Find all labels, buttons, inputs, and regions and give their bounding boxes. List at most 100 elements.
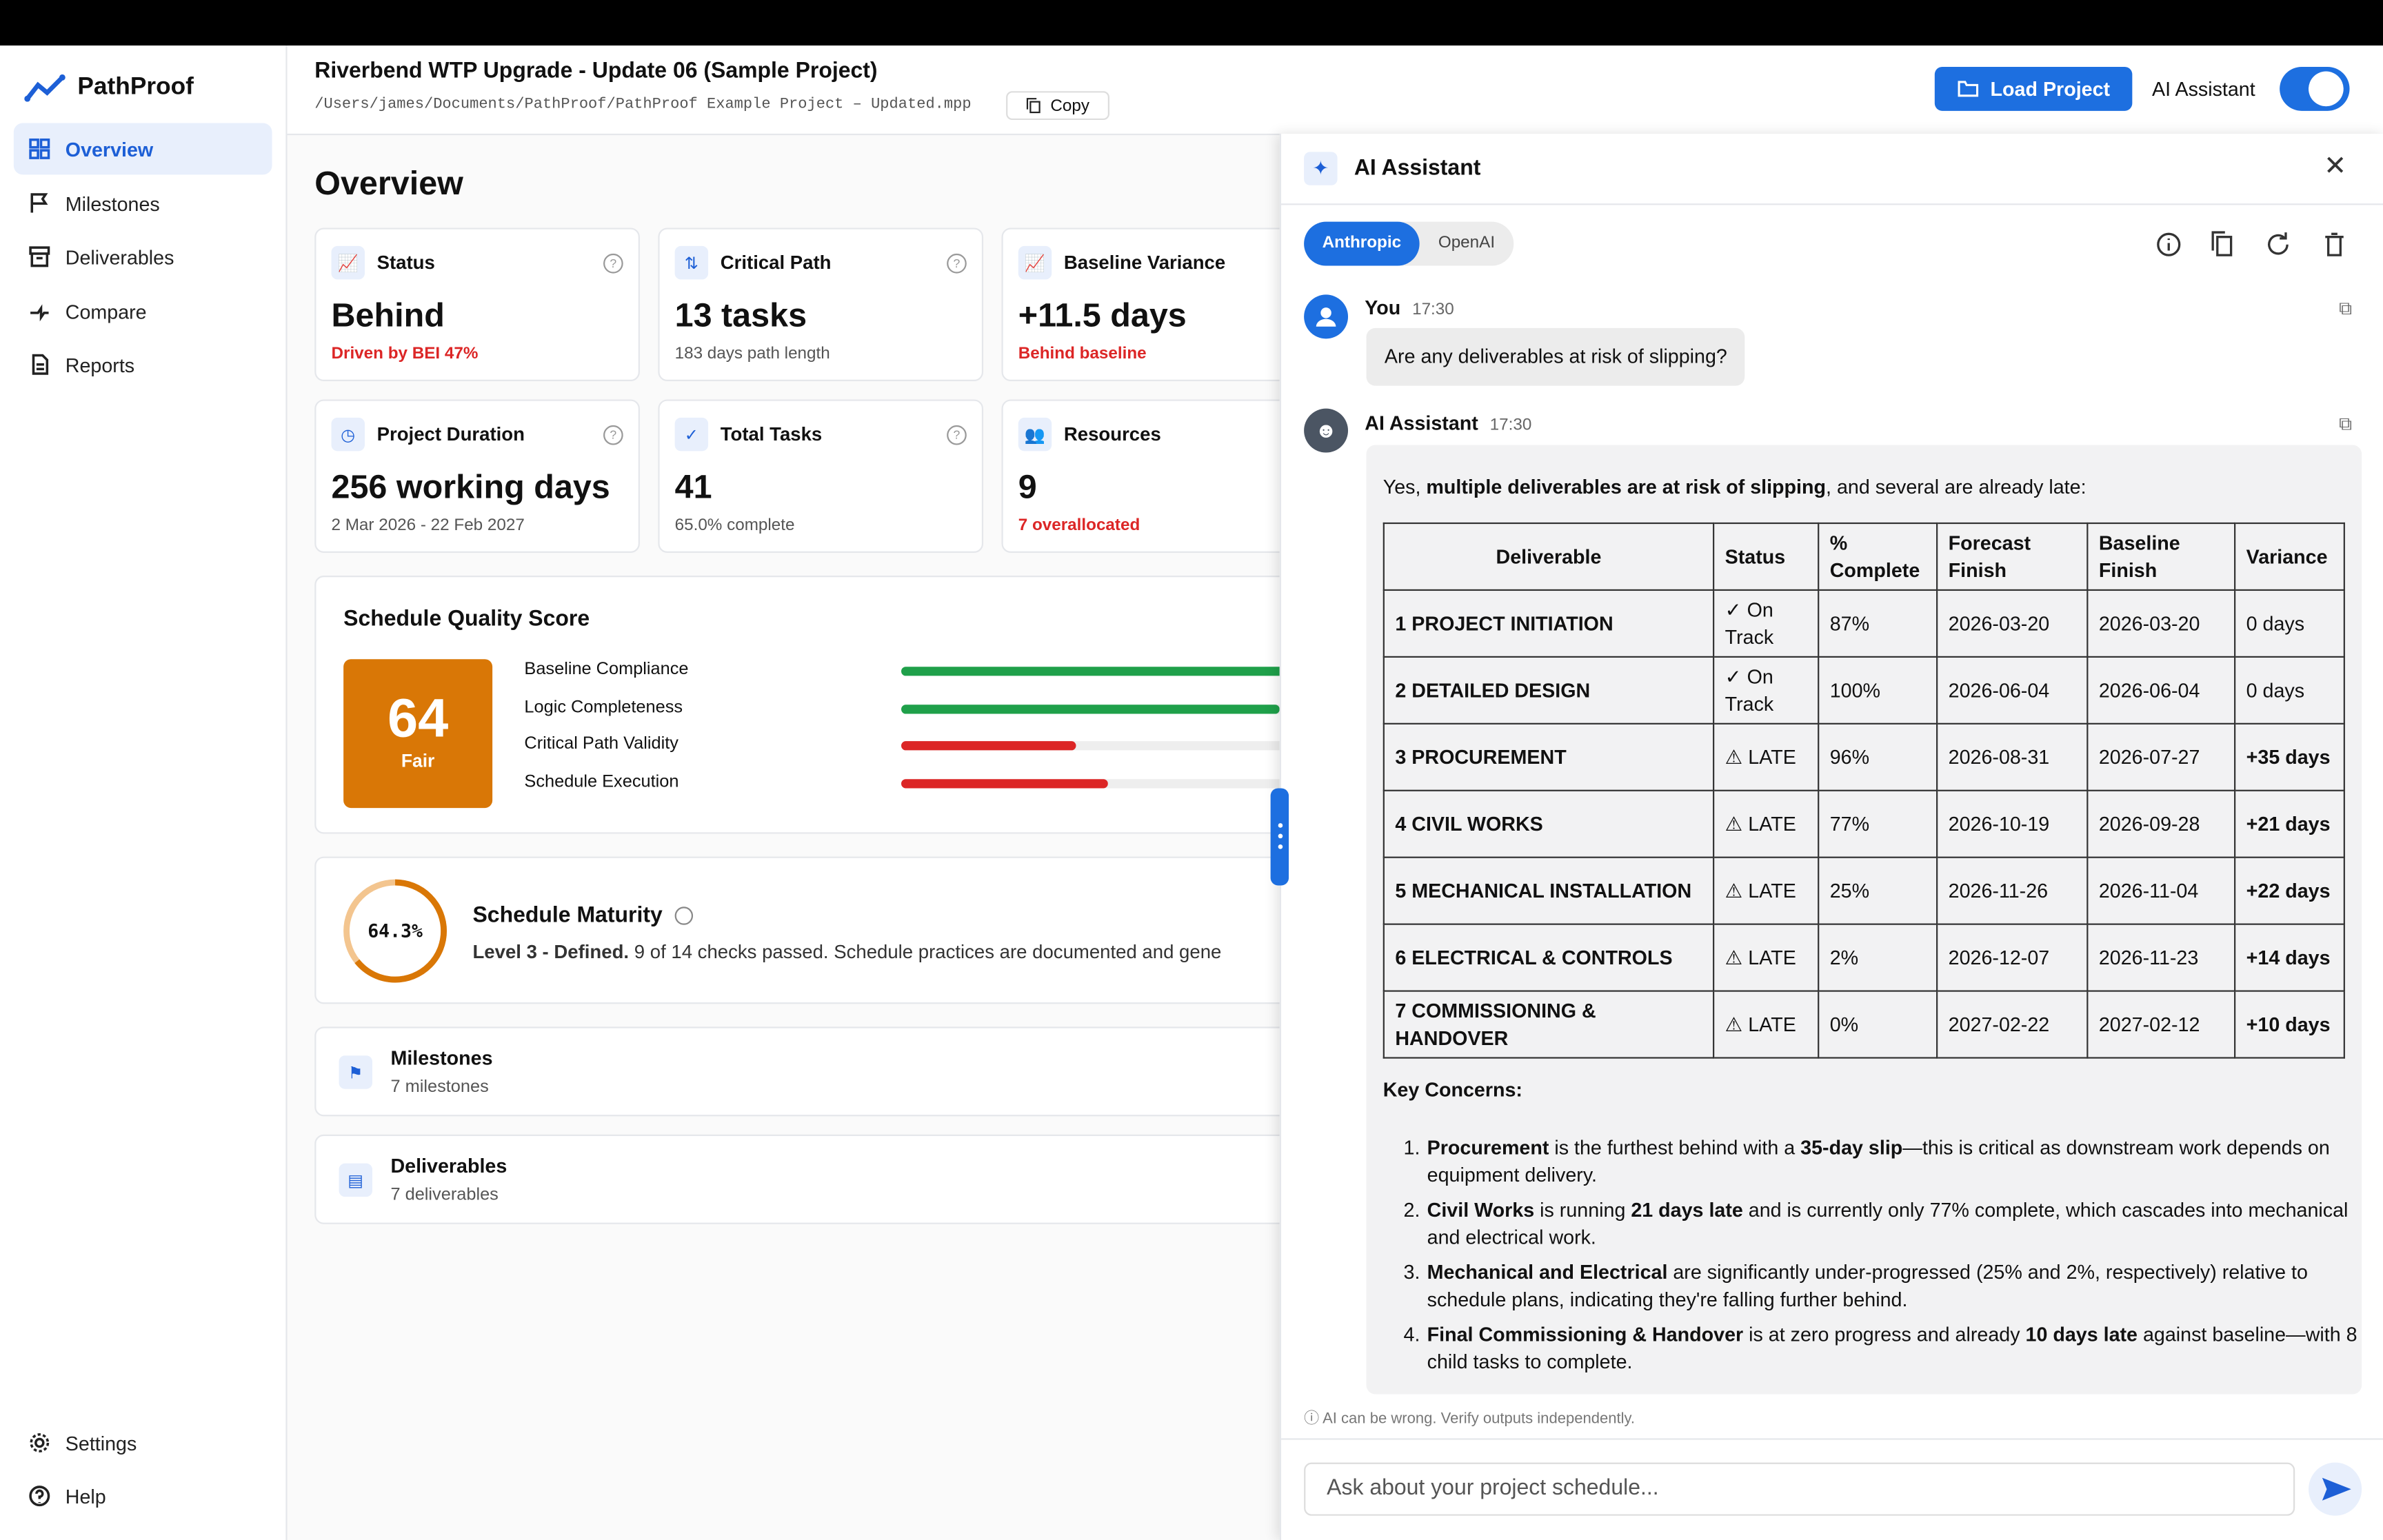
- text-segment: against baseline—with 8 child tasks to c…: [1427, 1322, 2357, 1373]
- nav-item[interactable]: Deliverables: [14, 231, 272, 283]
- section-sub: 7 deliverables: [390, 1186, 499, 1205]
- text-segment: is the furthest behind with a: [1549, 1135, 1801, 1159]
- bold-segment: 10 days late: [2025, 1322, 2138, 1346]
- deliverables-table: Deliverable Status% Complete Forecast Fini…: [1382, 522, 2345, 1059]
- section-title: Milestones: [390, 1046, 493, 1070]
- provider-tab[interactable]: OpenAI: [1438, 234, 1496, 252]
- score-value: 64: [387, 686, 449, 749]
- table-cell: +35 days: [2234, 722, 2345, 791]
- copy-all-button[interactable]: [2211, 231, 2233, 256]
- card-sub: 2 Mar 2026 - 22 Feb 2027: [331, 516, 525, 535]
- nav-item[interactable]: Settings: [14, 1417, 272, 1469]
- quality-card: Schedule Quality Score 64 Fair Baseline …: [314, 576, 1280, 834]
- copy-message[interactable]: ⧉: [2339, 297, 2353, 319]
- assistant-toggle[interactable]: [2280, 66, 2350, 111]
- concern-item: Mechanical and Electrical are significan…: [1425, 1259, 2362, 1313]
- nav-item[interactable]: Help: [14, 1470, 272, 1522]
- nav-label: Overview: [65, 137, 154, 161]
- nav-item[interactable]: Milestones: [14, 178, 272, 230]
- table-row: 1 PROJECT INITIATION ✓ On Track 87% 2026-03…: [1382, 589, 2345, 658]
- quality-title: Schedule Quality Score: [343, 607, 590, 632]
- provider-tab[interactable]: Anthropic: [1304, 221, 1420, 266]
- user-message: Are any deliverables at risk of slipping…: [1366, 327, 1746, 386]
- table-cell: ⚠ LATE: [1713, 722, 1820, 791]
- maturity-ring: [343, 879, 448, 983]
- refresh-button[interactable]: [2268, 232, 2289, 255]
- table-cell: 2027-02-22: [1936, 990, 2089, 1059]
- table-cell: 2026-07-27: [2087, 722, 2236, 791]
- card-icon: ⇅: [674, 245, 709, 280]
- delete-button[interactable]: [2325, 232, 2344, 256]
- table-cell: ⚠ LATE: [1713, 923, 1820, 992]
- stat-card: 📈 Baseline Variance +11.5 days Behind basel…: [1001, 227, 1280, 382]
- assistant-title: AI Assistant: [1354, 156, 1481, 181]
- main: Overview 📈 Status? Behind Driven by BEI 47%…: [288, 135, 1280, 1540]
- card-value: 41: [674, 467, 712, 506]
- concern-item: Civil Works is running 21 days late and …: [1425, 1197, 2362, 1251]
- bold-segment: Final Commissioning & Handover: [1427, 1322, 1744, 1346]
- metric-bar: [901, 778, 1109, 788]
- table-cell: 2 DETAILED DESIGN: [1382, 656, 1715, 725]
- logo: [24, 74, 66, 102]
- provider-tabs: Anthropic OpenAI: [1304, 221, 1514, 266]
- concerns-title: Key Concerns:: [1382, 1078, 1522, 1102]
- table-cell: 2026-11-23: [2087, 923, 2236, 992]
- resize-handle[interactable]: [1270, 788, 1289, 886]
- table-cell: 0 days: [2234, 656, 2345, 725]
- text-segment: are significantly under-progressed (25% …: [1427, 1260, 2308, 1311]
- table-row: 6 ELECTRICAL & CONTROLS ⚠ LATE 2% 2026-12-0…: [1382, 923, 2345, 992]
- nav-item[interactable]: Compare: [14, 285, 272, 337]
- concern-item: Final Commissioning & Handover is at zer…: [1425, 1321, 2362, 1376]
- card-label: Project Duration: [376, 423, 525, 445]
- info-button[interactable]: [2157, 232, 2181, 256]
- project-title: Riverbend WTP Upgrade - Update 06 (Sampl…: [314, 59, 878, 84]
- table-cell: ✓ On Track: [1713, 589, 1820, 658]
- table-cell: ⚠ LATE: [1713, 789, 1820, 858]
- load-project-button[interactable]: Load Project: [1934, 66, 2133, 111]
- metric-bar: [901, 704, 1280, 713]
- project-path: /Users/james/Documents/PathProof/PathPro…: [314, 97, 972, 114]
- nav-item[interactable]: Overview: [13, 123, 272, 175]
- table-cell: 4 CIVIL WORKS: [1382, 789, 1715, 858]
- assistant-icon: ✦: [1304, 152, 1338, 185]
- table-cell: 6 ELECTRICAL & CONTROLS: [1382, 923, 1715, 992]
- header-cell: Deliverable: [1382, 522, 1715, 591]
- table-cell: 2026-12-07: [1936, 923, 2089, 992]
- quality-score: 64 Fair: [343, 659, 493, 809]
- header-cell: Status: [1713, 522, 1820, 591]
- metric-name: Logic Completeness: [524, 698, 683, 716]
- chat-input[interactable]: Ask about your project schedule...: [1304, 1462, 2295, 1516]
- bold-segment: 21 days late: [1631, 1198, 1743, 1222]
- copy-button[interactable]: Copy: [1006, 91, 1109, 121]
- header-cell: % Complete: [1818, 522, 1938, 591]
- copy-message[interactable]: ⧉: [2339, 413, 2353, 435]
- text-segment: is at zero progress and already: [1743, 1322, 2026, 1346]
- assistant-toggle-label: AI Assistant: [2152, 77, 2255, 101]
- maturity-title-text: Schedule Maturity: [472, 903, 663, 929]
- metric-bar: [901, 741, 1077, 751]
- card-icon: ◷: [331, 417, 365, 452]
- card-sub: Driven by BEI 47%: [331, 345, 479, 363]
- close-button[interactable]: ✕: [2324, 150, 2347, 181]
- section-icon: ⚑: [339, 1055, 373, 1089]
- nav-item[interactable]: Reports: [14, 338, 272, 390]
- table-cell: 2026-09-28: [2087, 789, 2236, 858]
- divider: [1281, 203, 2383, 205]
- sidebar: PathProof Overview Milestones Deliverabl…: [0, 45, 288, 1540]
- assistant-avatar: ☻: [1304, 408, 1349, 453]
- bold-segment: multiple deliverables are at risk of sli…: [1426, 475, 1827, 498]
- section-card[interactable]: ▤ Deliverables 7 deliverables: [314, 1134, 1280, 1224]
- bold-segment: Mechanical and Electrical: [1427, 1260, 1668, 1284]
- maturity-title: Schedule Maturity: [472, 903, 693, 929]
- maturity-card: 64.3% Schedule Maturity Level 3 - Define…: [314, 856, 1280, 1004]
- help-icon: ?: [947, 253, 967, 274]
- table-cell: 25%: [1818, 856, 1938, 925]
- card-sub: 65.0% complete: [674, 516, 795, 535]
- header-cell: Baseline Finish: [2087, 522, 2236, 591]
- metric-bar: [901, 667, 1280, 676]
- table-cell: 2026-08-31: [1936, 722, 2089, 791]
- table-header: Deliverable Status% Complete Forecast Fini…: [1382, 522, 2345, 591]
- send-button[interactable]: [2309, 1462, 2362, 1516]
- section-card[interactable]: ⚑ Milestones 7 milestones: [314, 1026, 1280, 1117]
- ring-arc: [343, 879, 448, 983]
